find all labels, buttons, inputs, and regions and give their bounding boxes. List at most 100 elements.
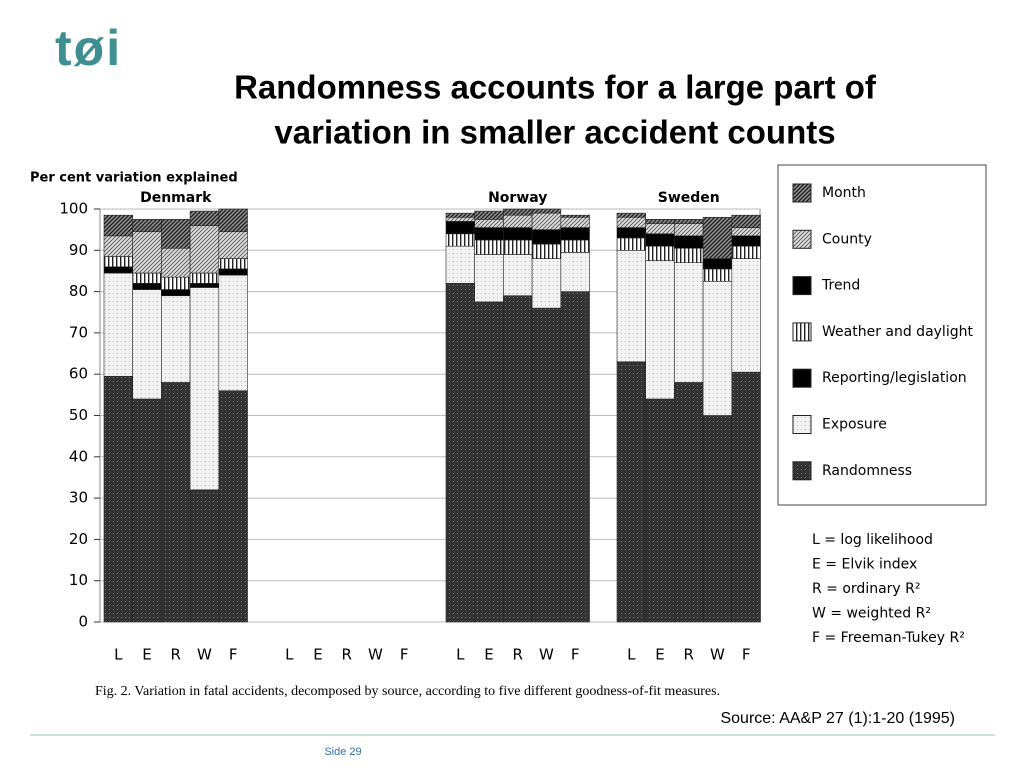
bar-segment bbox=[731, 258, 761, 373]
bar-segment bbox=[503, 208, 533, 216]
bar-segment bbox=[531, 208, 562, 214]
caption: Fig. 2. Variation in fatal accidents, de… bbox=[95, 684, 720, 699]
bar-segment bbox=[189, 489, 220, 623]
x-tick-label: R bbox=[684, 646, 694, 664]
bar-segment bbox=[645, 219, 675, 224]
bar-segment bbox=[503, 214, 533, 228]
x-tick-label: W bbox=[368, 646, 383, 664]
bar-segment bbox=[103, 266, 134, 274]
bar-segment bbox=[103, 375, 134, 623]
legend-swatch bbox=[792, 322, 812, 342]
x-tick-label: L bbox=[627, 646, 636, 664]
bar-segment bbox=[503, 295, 533, 623]
x-tick-label: E bbox=[484, 646, 493, 664]
bar-segment bbox=[560, 216, 590, 228]
bar-segment bbox=[161, 276, 191, 290]
bar-segment bbox=[560, 227, 590, 241]
legend-swatch bbox=[792, 229, 812, 249]
bar-segment bbox=[474, 239, 504, 255]
x-tick-label: F bbox=[571, 646, 580, 664]
y-tick-label: 0 bbox=[78, 613, 88, 631]
bar-segment bbox=[616, 361, 647, 623]
x-tick-label: R bbox=[342, 646, 352, 664]
legend-label: County bbox=[822, 231, 872, 247]
bar-segment bbox=[674, 219, 704, 224]
bar-segment bbox=[616, 212, 647, 218]
legend-swatch bbox=[792, 368, 812, 388]
y-tick-label: 10 bbox=[69, 571, 88, 589]
bar-segment bbox=[161, 295, 191, 383]
bar-segment bbox=[674, 235, 704, 249]
x-tick-label: L bbox=[114, 646, 123, 664]
bar-segment bbox=[560, 291, 590, 623]
legend-label: Reporting/legislation bbox=[822, 370, 967, 386]
bar-segment bbox=[474, 210, 504, 220]
legend-box bbox=[777, 164, 987, 506]
bar-segment bbox=[189, 287, 220, 491]
bar-segment bbox=[445, 283, 476, 623]
bar-segment bbox=[445, 233, 476, 247]
bar-segment bbox=[674, 247, 704, 263]
bar-segment bbox=[189, 210, 220, 226]
x-tick-label: L bbox=[285, 646, 294, 664]
bar-segment bbox=[702, 415, 733, 623]
source: Source: AA&P 27 (1):1-20 (1995) bbox=[720, 710, 955, 727]
bar-segment bbox=[103, 214, 134, 237]
page-number: Side 29 bbox=[324, 746, 361, 758]
note: L = log likelihood bbox=[812, 532, 933, 548]
bar-segment bbox=[218, 231, 248, 259]
note: F = Freeman-Tukey R² bbox=[812, 630, 965, 646]
x-tick-label: L bbox=[456, 646, 465, 664]
legend-label: Weather and daylight bbox=[822, 324, 973, 340]
note: E = Elvik index bbox=[812, 557, 917, 573]
x-tick-label: F bbox=[400, 646, 409, 664]
x-tick-label: R bbox=[513, 646, 523, 664]
legend-swatch bbox=[792, 461, 812, 481]
y-tick-label: 30 bbox=[69, 489, 88, 507]
x-tick-label: F bbox=[742, 646, 751, 664]
x-tick-label: W bbox=[539, 646, 554, 664]
bar-segment bbox=[218, 208, 248, 233]
slide-title: variation in smaller accident counts bbox=[274, 114, 835, 151]
bar-segment bbox=[189, 283, 220, 288]
x-tick-label: W bbox=[710, 646, 725, 664]
bar-segment bbox=[702, 258, 733, 270]
bar-segment bbox=[132, 272, 162, 284]
bar-segment bbox=[132, 289, 162, 400]
bar-segment bbox=[560, 239, 590, 253]
bar-segment bbox=[674, 262, 704, 383]
bar-segment bbox=[560, 214, 590, 218]
bar-segment bbox=[674, 382, 704, 623]
bar-segment bbox=[531, 212, 562, 230]
bar-segment bbox=[132, 231, 162, 274]
y-tick-label: 80 bbox=[69, 282, 88, 300]
bar-segment bbox=[474, 301, 504, 623]
bar-segment bbox=[132, 283, 162, 290]
y-tick-label: 20 bbox=[69, 530, 88, 548]
x-tick-label: E bbox=[655, 646, 664, 664]
legend-label: Month bbox=[822, 185, 866, 201]
bar-segment bbox=[218, 258, 248, 270]
x-tick-label: F bbox=[229, 646, 238, 664]
bar-segment bbox=[103, 256, 134, 268]
y-tick-label: 90 bbox=[69, 241, 88, 259]
bar-segment bbox=[731, 235, 761, 247]
bar-segment bbox=[189, 272, 220, 284]
bar-segment bbox=[103, 272, 134, 377]
x-tick-label: E bbox=[142, 646, 151, 664]
note: W = weighted R² bbox=[812, 606, 931, 622]
bar-segment bbox=[445, 221, 476, 235]
bar-segment bbox=[503, 254, 533, 297]
bar-segment bbox=[731, 214, 761, 228]
bar-segment bbox=[531, 229, 562, 245]
bar-segment bbox=[645, 233, 675, 247]
bar-segment bbox=[189, 225, 220, 274]
bar-segment bbox=[218, 274, 248, 392]
bar-segment bbox=[560, 252, 590, 292]
y-tick-label: 100 bbox=[59, 200, 88, 218]
x-tick-label: W bbox=[197, 646, 212, 664]
bar-segment bbox=[132, 219, 162, 233]
bar-segment bbox=[531, 307, 562, 623]
note: R = ordinary R² bbox=[812, 581, 921, 597]
